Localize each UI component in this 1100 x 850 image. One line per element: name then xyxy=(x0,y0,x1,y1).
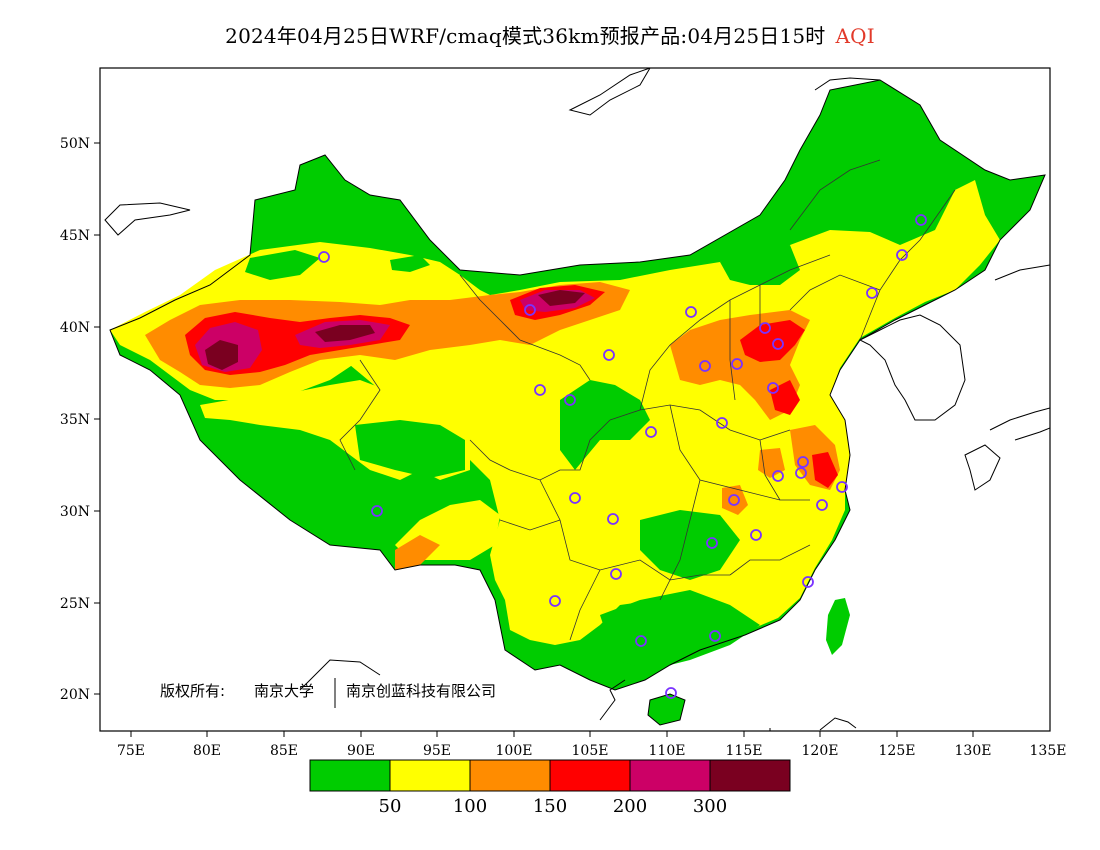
circle-marker-icon xyxy=(610,568,622,580)
lon-tick-label: 110E xyxy=(649,743,686,759)
zone-green-nm xyxy=(390,255,430,272)
lat-tick-label: 50N xyxy=(60,136,90,152)
circle-marker-icon xyxy=(728,494,740,506)
copyright-prefix: 版权所有: xyxy=(160,682,225,700)
legend-swatch xyxy=(549,759,631,792)
circle-marker-icon xyxy=(524,304,536,316)
taiwan-island xyxy=(826,598,850,655)
lat-tick-label: 40N xyxy=(60,320,90,336)
circle-marker-icon xyxy=(772,338,784,350)
circle-marker-icon xyxy=(564,394,576,406)
lon-tick-label: 120E xyxy=(802,743,839,759)
zone-red-beijing xyxy=(740,320,805,362)
zone-maroon-taklamakan-e xyxy=(315,325,375,342)
map-frame xyxy=(99,67,1051,732)
circle-marker-icon xyxy=(772,470,784,482)
circle-marker-icon xyxy=(797,456,809,468)
circle-marker-icon xyxy=(534,384,546,396)
zone-green-guangdong xyxy=(600,590,760,670)
circle-marker-icon xyxy=(759,322,771,334)
circle-marker-icon xyxy=(549,595,561,607)
legend-label: 150 xyxy=(533,796,567,817)
lon-tick-label: 130E xyxy=(955,743,992,759)
circle-marker-icon xyxy=(816,499,828,511)
circle-marker-icon xyxy=(603,349,615,361)
circle-marker-icon xyxy=(318,251,330,263)
zone-green-south xyxy=(640,510,740,580)
circle-marker-icon xyxy=(706,537,718,549)
lon-tick-label: 135E xyxy=(1030,743,1067,759)
legend-swatch xyxy=(629,759,711,792)
lat-axis: 50N 45N 40N 35N 30N 25N 20N xyxy=(60,136,100,703)
lat-tick-label: 35N xyxy=(60,412,90,428)
legend-swatch xyxy=(389,759,471,792)
zone-green-qinghai xyxy=(355,420,465,478)
circle-marker-icon xyxy=(750,529,762,541)
circle-marker-icon xyxy=(866,287,878,299)
title-variable: AQI xyxy=(835,24,875,48)
legend-label: 100 xyxy=(453,796,487,817)
circle-marker-icon xyxy=(371,505,383,517)
legend-swatch xyxy=(309,759,391,792)
legend-swatch xyxy=(469,759,551,792)
province-boundaries xyxy=(339,159,956,641)
circle-marker-icon xyxy=(915,214,927,226)
zone-red-jiangsu xyxy=(812,452,838,488)
circle-marker-icon xyxy=(635,635,647,647)
lon-tick-label: 105E xyxy=(572,743,609,759)
lon-tick-label: 115E xyxy=(726,743,763,759)
legend-label: 50 xyxy=(379,796,402,817)
lon-tick-label: 125E xyxy=(879,743,916,759)
circle-marker-icon xyxy=(569,492,581,504)
lat-tick-label: 45N xyxy=(60,228,90,244)
aqi-legend: 50 100 150 200 300 xyxy=(309,759,791,817)
circle-marker-icon xyxy=(802,576,814,588)
circle-marker-icon xyxy=(767,382,779,394)
zone-green-tarim-top xyxy=(245,250,320,280)
lon-tick-label: 95E xyxy=(423,743,451,759)
lat-tick-label: 30N xyxy=(60,504,90,520)
map-title: 2024年04月25日WRF/cmaq模式36km预报产品:04月25日15时 A… xyxy=(0,20,1100,49)
lon-axis: 75E 80E 85E 90E 95E 100E 105E 110E 115E … xyxy=(117,731,1067,759)
circle-marker-icon xyxy=(795,467,807,479)
zone-orange-hubei xyxy=(722,485,748,515)
circle-marker-icon xyxy=(645,426,657,438)
lon-tick-label: 100E xyxy=(496,743,533,759)
circle-marker-icon xyxy=(716,417,728,429)
china-border xyxy=(109,79,1046,691)
legend-label: 200 xyxy=(613,796,647,817)
legend-label: 300 xyxy=(693,796,727,817)
zone-orange-sichuan xyxy=(395,535,440,570)
lat-tick-label: 25N xyxy=(60,596,90,612)
circle-marker-icon xyxy=(896,249,908,261)
lon-tick-label: 90E xyxy=(347,743,375,759)
circle-marker-icon xyxy=(607,513,619,525)
zone-maroon-taklamakan-w xyxy=(205,340,238,370)
circle-marker-icon xyxy=(685,306,697,318)
circle-marker-icon xyxy=(709,630,721,642)
hainan-island xyxy=(648,694,685,725)
legend-swatch xyxy=(709,759,791,792)
copyright-org2: 南京创蓝科技有限公司 xyxy=(346,682,496,700)
lon-tick-label: 80E xyxy=(193,743,221,759)
coastlines xyxy=(104,68,1050,731)
copyright-org1: 南京大学 xyxy=(254,682,314,700)
circle-marker-icon xyxy=(665,687,677,699)
lat-tick-label: 20N xyxy=(60,687,90,703)
station-markers xyxy=(318,214,927,699)
title-text: 2024年04月25日WRF/cmaq模式36km预报产品:04月25日15时 xyxy=(225,24,826,48)
circle-marker-icon xyxy=(836,481,848,493)
lon-tick-label: 75E xyxy=(117,743,145,759)
circle-marker-icon xyxy=(699,360,711,372)
zone-maroon-alxa xyxy=(538,290,585,306)
lon-tick-label: 85E xyxy=(270,743,298,759)
map-field: 版权所有: 南京大学 南京创蓝科技有限公司 xyxy=(104,68,1050,731)
circle-marker-icon xyxy=(731,358,743,370)
